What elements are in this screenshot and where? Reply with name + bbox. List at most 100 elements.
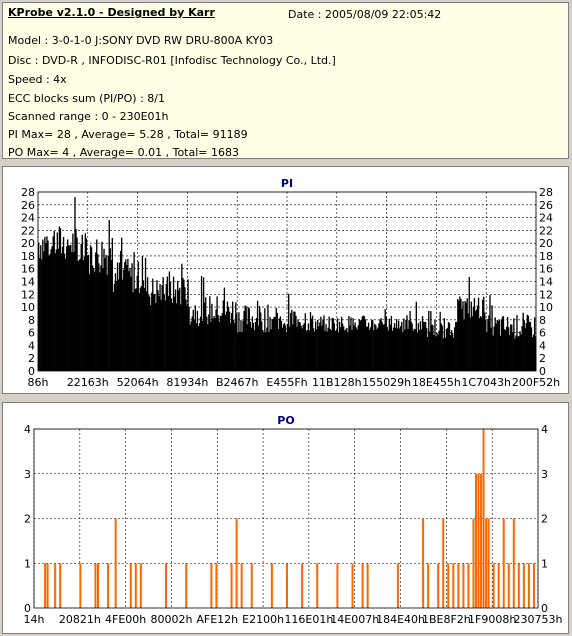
pi-bar xyxy=(250,327,253,371)
pi-bar xyxy=(434,319,436,371)
pi-bar xyxy=(338,321,341,371)
y-tick-label-left: 16 xyxy=(21,263,35,276)
pi-bar xyxy=(59,228,62,371)
po-bar xyxy=(54,563,57,608)
pi-bar xyxy=(134,288,136,371)
pi-bar xyxy=(202,277,205,371)
y-tick-label-right: 12 xyxy=(539,288,553,301)
pi-bar xyxy=(499,335,502,371)
pi-bar xyxy=(532,334,535,371)
pi-bar xyxy=(441,325,443,371)
pi-bar xyxy=(232,301,234,371)
po-bar xyxy=(134,563,137,608)
po-bar xyxy=(512,518,515,608)
pi-bar xyxy=(513,318,515,371)
pi-bar xyxy=(387,330,389,371)
pi-bar xyxy=(200,275,203,371)
pi-bar xyxy=(294,311,296,371)
pi-bar xyxy=(223,287,226,371)
po-bar xyxy=(139,563,142,608)
pi-bar xyxy=(239,331,241,371)
pi-bar xyxy=(58,226,61,371)
pi-bar xyxy=(448,323,451,371)
pi-bar xyxy=(293,311,295,371)
pi-bar xyxy=(224,314,227,371)
x-tick-label: 230753h xyxy=(514,613,563,626)
pi-bar xyxy=(430,311,432,371)
x-tick-label: 81934h xyxy=(166,376,208,389)
y-tick-label-left: 4 xyxy=(24,423,31,436)
disc-line: Disc : DVD-R , INFODISC-R01 [Infodisc Te… xyxy=(8,54,336,67)
pi-bar xyxy=(169,282,172,371)
pi-bar xyxy=(49,253,51,371)
pi-bar xyxy=(463,319,465,371)
pi-bar xyxy=(318,326,320,371)
pi-bar xyxy=(211,303,213,371)
pi-bar xyxy=(340,316,343,371)
pi-bar xyxy=(410,321,412,371)
pi-bar xyxy=(407,328,409,371)
pi-bar xyxy=(172,276,175,371)
pi-bar xyxy=(296,326,298,371)
pi-bar xyxy=(359,320,361,371)
pi-bar xyxy=(137,261,139,371)
pi-bar xyxy=(66,246,68,371)
po-bar xyxy=(270,563,273,608)
pi-bar xyxy=(313,331,316,371)
pi-bar xyxy=(117,279,120,371)
pi-bar xyxy=(99,272,101,371)
pi-bar xyxy=(371,320,373,371)
po-bar xyxy=(527,563,530,608)
po-bar xyxy=(44,563,47,608)
pi-bar xyxy=(162,277,164,371)
x-tick-label: AFE12h xyxy=(196,613,238,626)
pi-bar xyxy=(254,321,257,371)
po-bar xyxy=(59,563,62,608)
pi-bar xyxy=(516,315,518,371)
pi-bar xyxy=(305,330,308,371)
pi-bar xyxy=(273,316,275,371)
pi-bar xyxy=(327,327,329,371)
pi-bar xyxy=(166,276,168,371)
pi-bar xyxy=(307,323,310,371)
pi-bar xyxy=(190,321,192,371)
pi-bar xyxy=(521,326,523,371)
pi-bar xyxy=(346,327,348,371)
pi-bar xyxy=(75,229,77,371)
x-tick-label: 1BE8F2h xyxy=(422,613,471,626)
pi-bar xyxy=(244,305,246,371)
pi-bar xyxy=(479,316,482,371)
pi-bar xyxy=(45,243,47,371)
pi-bar xyxy=(89,245,92,371)
pi-bar xyxy=(269,316,271,371)
pi-bar xyxy=(76,237,78,371)
y-tick-label-left: 2 xyxy=(28,352,35,365)
pi-bar xyxy=(478,318,481,371)
po-bar xyxy=(475,473,477,608)
pi-bar xyxy=(530,327,533,371)
x-tick-label: 4FE00h xyxy=(105,613,146,626)
pi-bar xyxy=(357,325,359,371)
pi-bar xyxy=(195,323,198,371)
pi-bar xyxy=(96,239,98,371)
pi-bar xyxy=(265,332,267,371)
pi-bar xyxy=(114,273,117,371)
pi-bar xyxy=(125,259,127,371)
pi-bar xyxy=(271,319,273,371)
pi-bar xyxy=(234,322,236,371)
pi-bar xyxy=(127,258,129,371)
pi-bar xyxy=(208,314,210,371)
pi-bar xyxy=(236,313,238,371)
pi-bar xyxy=(442,338,444,371)
pi-bar xyxy=(218,321,220,371)
pi-bar xyxy=(333,323,336,371)
y-tick-label-left: 10 xyxy=(21,301,35,314)
pi-bar xyxy=(188,306,190,371)
pi-bar xyxy=(140,286,143,371)
y-tick-label-left: 6 xyxy=(28,327,35,340)
pi-bar xyxy=(528,321,531,371)
pi-bar xyxy=(184,287,186,371)
pi-bar xyxy=(217,315,219,371)
pi-bar xyxy=(78,260,80,371)
pi-bar xyxy=(439,311,441,371)
